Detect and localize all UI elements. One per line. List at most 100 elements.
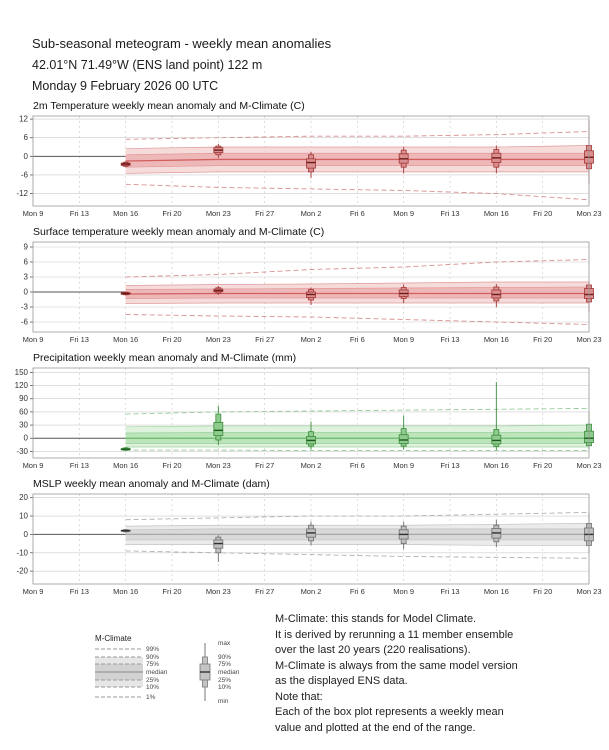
x-tick-label: Fri 13 [70, 461, 89, 470]
note-line: value and plotted at the end of the rang… [275, 721, 476, 734]
box-plot-week-1 [120, 447, 131, 451]
x-tick-label: Mon 23 [576, 335, 601, 344]
x-tick-label: Mon 23 [576, 587, 601, 596]
x-tick-label: Mon 23 [576, 209, 601, 218]
y-tick-label: -20 [16, 567, 28, 576]
box-plot-week-5 [491, 284, 502, 307]
box-plot-week-3 [306, 151, 316, 179]
legend-line-label: 99% [146, 646, 159, 653]
x-tick-label: Fri 27 [255, 335, 274, 344]
x-tick-label: Mon 16 [113, 209, 138, 218]
y-tick-label: 12 [19, 115, 28, 124]
mclimate-band [125, 259, 590, 325]
legend-box-label: 10% [218, 684, 231, 691]
x-tick-label: Mon 2 [301, 209, 322, 218]
mclimate-p1-line [125, 550, 590, 559]
mclimate-p1-line [125, 314, 590, 325]
mclimate-band [125, 131, 590, 201]
x-tick-label: Fri 20 [162, 209, 181, 218]
box-plot-week-5 [491, 519, 502, 548]
x-tick-label: Mon 16 [113, 335, 138, 344]
page-title: Sub-seasonal meteogram - weekly mean ano… [32, 36, 332, 51]
charts-container: 2m Temperature weekly mean anomaly and M… [0, 100, 609, 604]
legend-line-label: 25% [146, 677, 159, 684]
y-tick-label: 10 [19, 512, 28, 521]
x-tick-label: Mon 23 [206, 209, 231, 218]
mclimate-band [125, 511, 590, 559]
mclimate-band [125, 407, 590, 451]
y-tick-label: 0 [24, 152, 29, 161]
x-tick-label: Mon 9 [393, 335, 414, 344]
box-plot-week-2 [213, 143, 224, 158]
y-tick-label: -30 [16, 447, 28, 456]
mclimate-p99-line [125, 259, 590, 278]
x-tick-label: Mon 9 [23, 587, 44, 596]
x-tick-label: Fri 6 [350, 335, 365, 344]
x-tick-label: Mon 9 [393, 587, 414, 596]
chart-plot-mslp: Mon 9 Fri 13 Mon 16 Fri 20 Mon 23 Fri 27 Mon 2… [16, 493, 601, 596]
legend-line-label: 1% [146, 694, 156, 701]
x-tick-label: Fri 13 [70, 209, 89, 218]
y-tick-label: 0 [24, 530, 29, 539]
note-line: over the last 20 years (220 realisations… [275, 644, 471, 656]
chart-2m-temperature: 2m Temperature weekly mean anomaly and M… [0, 100, 609, 225]
x-tick-label: Fri 20 [162, 587, 181, 596]
x-tick-label: Fri 20 [162, 335, 181, 344]
chart-mslp: MSLP weekly mean anomaly and M-Climate (… [0, 478, 609, 603]
box-plot-week-2 [213, 405, 224, 446]
y-tick-label: -6 [21, 170, 29, 179]
box-plot-week-4 [398, 521, 409, 550]
legend-box-label: 90% [218, 654, 231, 661]
x-tick-label: Mon 9 [23, 461, 44, 470]
x-tick-label: Mon 23 [206, 461, 231, 470]
x-tick-label: Mon 23 [206, 587, 231, 596]
y-tick-label: 20 [19, 493, 28, 502]
mclimate-p99-line [125, 511, 590, 521]
plot-border [32, 115, 590, 207]
x-tick-label: Mon 2 [301, 587, 322, 596]
legend-box-label: median [218, 669, 240, 676]
note-line: Note that: [275, 690, 323, 703]
box-plot-week-1 [120, 291, 131, 296]
legend-line-label: 75% [146, 661, 159, 668]
box-plot-week-5 [491, 382, 502, 451]
x-tick-label: Mon 23 [206, 335, 231, 344]
y-tick-label: 30 [19, 421, 28, 430]
legend-box-label: 25% [218, 677, 231, 684]
note-line: M-Climate: this stands for Model Climate… [275, 613, 477, 625]
mclimate-median-line [125, 158, 589, 162]
x-tick-label: Fri 13 [440, 335, 459, 344]
legend-title: M-Climate [95, 634, 132, 643]
chart-title: 2m Temperature weekly mean anomaly and M… [33, 100, 305, 112]
y-tick-label: 0 [24, 434, 29, 443]
x-tick-label: Mon 16 [484, 335, 509, 344]
y-tick-label: 90 [19, 394, 28, 403]
x-tick-label: Fri 20 [533, 587, 552, 596]
box-plot-week-2 [213, 286, 224, 295]
plot-border [32, 493, 590, 585]
x-tick-label: Fri 27 [255, 209, 274, 218]
chart-precipitation: Precipitation weekly mean anomaly and M-… [0, 352, 609, 477]
x-tick-label: Fri 13 [440, 587, 459, 596]
x-tick-label: Mon 9 [23, 209, 44, 218]
mclimate-legend: M-Climate99%90%75%median25%10%1%max90%75… [95, 634, 240, 705]
box-plot-week-1 [120, 161, 131, 168]
x-tick-label: Mon 9 [393, 209, 414, 218]
x-tick-label: Fri 27 [255, 461, 274, 470]
x-tick-label: Fri 20 [533, 209, 552, 218]
x-tick-label: Fri 20 [533, 335, 552, 344]
legend-line-label: median [146, 669, 168, 676]
x-tick-label: Fri 6 [350, 587, 365, 596]
x-tick-label: Mon 2 [301, 461, 322, 470]
box-plot-week-3 [306, 287, 316, 305]
x-tick-label: Mon 16 [113, 587, 138, 596]
plot-border [32, 241, 590, 333]
x-tick-label: Mon 2 [301, 335, 322, 344]
box-plot-week-4 [398, 284, 409, 303]
y-tick-label: 3 [24, 273, 29, 282]
note-line: as the displayed ENS data. [275, 675, 408, 687]
legend-line-label: 90% [146, 654, 159, 661]
x-tick-label: Fri 13 [440, 461, 459, 470]
box-plot-week-4 [398, 415, 409, 450]
